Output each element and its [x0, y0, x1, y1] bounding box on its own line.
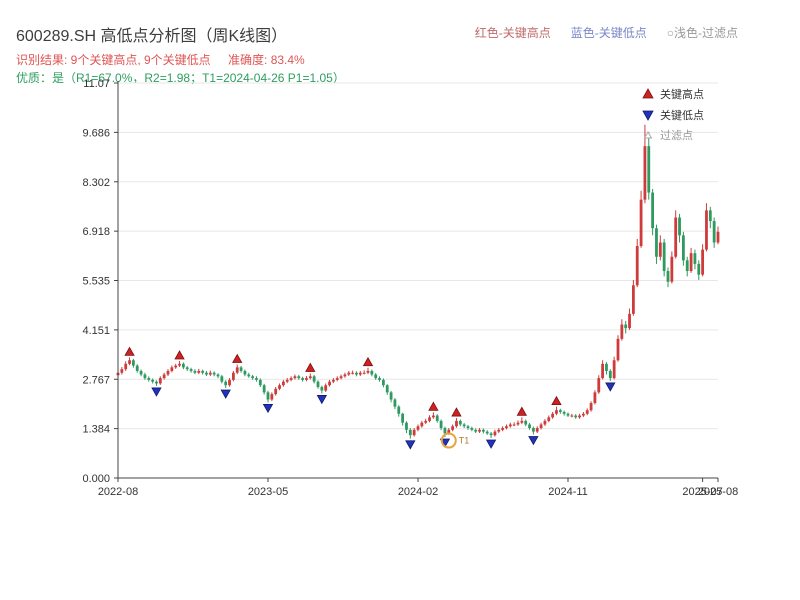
y-tick-label: 9.686: [82, 127, 110, 139]
key-point-markers: [124, 346, 616, 450]
key-low-marker: [528, 436, 539, 446]
x-tick-label: 2025-07: [682, 486, 722, 498]
key-high-marker: [305, 362, 316, 372]
top-legend: 红色-关键高点 蓝色-关键低点 ○浅色-过滤点: [475, 24, 738, 41]
key-low-marker: [220, 389, 231, 399]
top-legend-item: 蓝色-关键低点: [570, 26, 647, 40]
legend-filtered-icon: [643, 131, 653, 139]
key-low-marker: [405, 440, 416, 450]
y-tick-label: 5.535: [82, 276, 110, 288]
x-tick-label: 2025-08: [698, 486, 738, 498]
key-high-marker: [428, 401, 439, 411]
key-low-marker: [485, 439, 497, 449]
key-low-marker: [151, 387, 162, 397]
key-high-marker: [516, 406, 528, 416]
quality-line: 优质：是（R1=67.0%，R2=1.98；T1=2024-04-26 P1=1…: [16, 71, 345, 85]
x-tick-label: 2022-08: [98, 486, 138, 498]
top-legend-item: ○浅色-过滤点: [666, 26, 738, 40]
accuracy-text: 准确度: 83.4%: [228, 53, 305, 67]
key-high-marker: [232, 353, 243, 363]
key-high-marker: [551, 395, 562, 406]
y-tick-label: 4.151: [82, 325, 110, 337]
legend-key-high-label: 关键高点: [660, 87, 704, 101]
y-tick-label: 0.000: [82, 473, 110, 485]
legend-key-low-label: 关键低点: [660, 108, 704, 122]
recognition-result-text: 识别结果: 9个关键高点, 9个关键低点: [16, 53, 211, 67]
key-high-marker: [174, 350, 185, 360]
key-high-marker: [124, 346, 135, 356]
x-tick-label: 2024-02: [398, 486, 438, 498]
y-tick-label: 8.302: [82, 177, 110, 189]
y-tick-label: 6.918: [82, 226, 110, 238]
key-low-marker: [316, 395, 328, 405]
y-tick-label: 11.07: [83, 78, 110, 90]
x-tick-label: 2023-05: [248, 486, 288, 498]
page-title: 600289.SH 高低点分析图（周K线图）: [16, 28, 288, 45]
gridlines: [118, 82, 718, 479]
recognition-result-line: 识别结果: 9个关键高点, 9个关键低点 准确度: 83.4%: [16, 51, 305, 68]
legend-key-low-icon: [642, 110, 654, 121]
key-low-marker: [605, 382, 616, 392]
t1-label: T1: [459, 436, 470, 446]
legend-key-high-icon: [642, 88, 654, 99]
t1-annotation: T1: [440, 432, 470, 449]
legend-filtered-label: 过滤点: [660, 129, 693, 142]
y-tick-label: 2.767: [82, 374, 110, 386]
key-high-marker: [451, 407, 462, 417]
candles: [116, 124, 720, 439]
y-tick-label: 1.384: [82, 424, 110, 436]
axes: 0.000 1.384 2.767 4.151 5.535 6.918 8.302 9.686…: [82, 78, 738, 498]
x-tick-label: 2024-11: [548, 486, 588, 498]
key-low-marker: [262, 403, 274, 414]
key-high-marker: [362, 356, 374, 367]
top-legend-item: 红色-关键高点: [474, 26, 551, 40]
t1-circle-icon: [440, 432, 457, 449]
